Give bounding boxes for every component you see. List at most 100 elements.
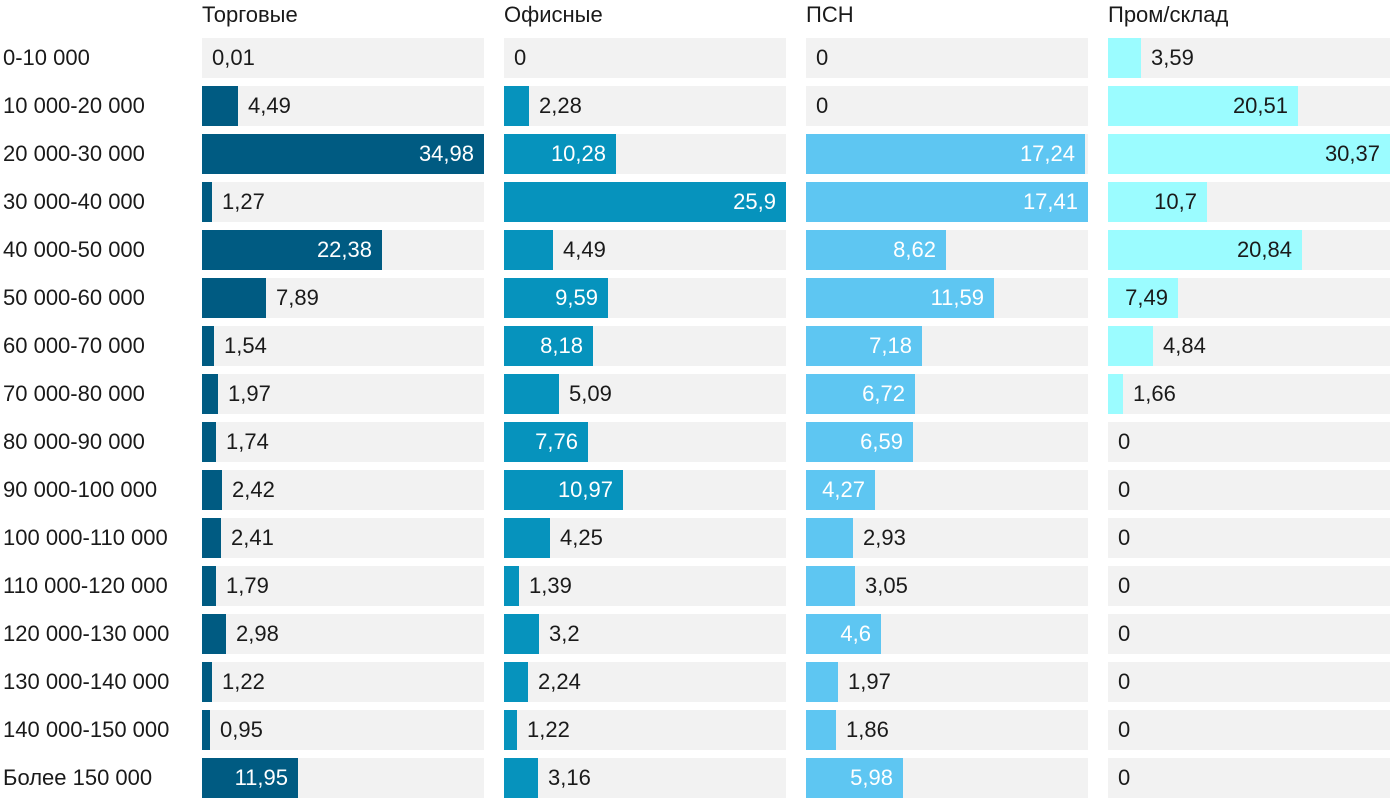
bar-track: 20,51 xyxy=(1108,86,1390,126)
bar xyxy=(504,614,539,654)
bar xyxy=(504,182,786,222)
bar-track: 2,28 xyxy=(504,86,786,126)
data-label: 34,98 xyxy=(418,141,474,166)
data-label: 1,66 xyxy=(1133,381,1176,406)
bar-track: 1,54 xyxy=(202,326,484,366)
column-title: ПСН xyxy=(806,2,854,27)
bar-track: 2,42 xyxy=(202,470,484,510)
bar-track: 2,98 xyxy=(202,614,484,654)
bar xyxy=(806,470,875,510)
data-label: 1,74 xyxy=(226,429,269,454)
data-label: 3,2 xyxy=(549,621,580,646)
data-label: 5,98 xyxy=(850,765,893,790)
bar-track: 3,16 xyxy=(504,758,786,798)
bar xyxy=(202,182,212,222)
data-label: 2,93 xyxy=(863,525,906,550)
bar xyxy=(504,758,538,798)
bar-track: 9,59 xyxy=(504,278,786,318)
bar-track: 1,97 xyxy=(806,662,1088,702)
bar xyxy=(806,662,838,702)
row-label: 60 000-70 000 xyxy=(3,333,145,358)
data-label: 0,95 xyxy=(220,717,263,742)
bar xyxy=(806,374,915,414)
bar-track: 17,24 xyxy=(806,134,1088,174)
bar-track: 3,05 xyxy=(806,566,1088,606)
row-label: 40 000-50 000 xyxy=(3,237,145,262)
bar xyxy=(504,230,553,270)
row-label: 130 000-140 000 xyxy=(3,669,170,694)
data-label: 0 xyxy=(1118,573,1131,598)
bar-track: 10,97 xyxy=(504,470,786,510)
bar xyxy=(504,518,550,558)
bar xyxy=(806,614,881,654)
bar xyxy=(202,758,298,798)
bar xyxy=(202,278,266,318)
data-label: 1,79 xyxy=(226,573,269,598)
data-label: 0,01 xyxy=(212,45,255,70)
bar-track: 4,27 xyxy=(806,470,1088,510)
bar xyxy=(806,422,913,462)
bar-track: 1,22 xyxy=(202,662,484,702)
bar xyxy=(1108,134,1390,174)
bar-track: 0 xyxy=(1108,518,1390,558)
bar-track: 7,89 xyxy=(202,278,484,318)
bar-track: 1,86 xyxy=(806,710,1088,750)
bar-track: 5,09 xyxy=(504,374,786,414)
bar-track: 0 xyxy=(806,38,1088,78)
bar xyxy=(806,518,853,558)
bar-track: 0 xyxy=(806,86,1088,126)
data-label: 0 xyxy=(514,45,527,70)
bar xyxy=(504,710,517,750)
column-title: Офисные xyxy=(504,2,603,27)
row-label: 90 000-100 000 xyxy=(3,477,158,502)
bar-track: 0 xyxy=(1108,758,1390,798)
data-label: 1,39 xyxy=(529,573,572,598)
data-label: 5,09 xyxy=(569,381,612,406)
bar xyxy=(504,422,588,462)
bar-track: 22,38 xyxy=(202,230,484,270)
data-label: 4,49 xyxy=(563,237,606,262)
data-label: 10,97 xyxy=(557,477,613,502)
data-label: 0 xyxy=(1118,621,1131,646)
bar-track: 10,28 xyxy=(504,134,786,174)
bar xyxy=(504,278,608,318)
bar xyxy=(504,326,593,366)
bar xyxy=(1108,86,1298,126)
bar xyxy=(806,710,836,750)
bar-track: 0 xyxy=(1108,614,1390,654)
row-label: 120 000-130 000 xyxy=(3,621,170,646)
bar xyxy=(202,374,218,414)
bar xyxy=(202,566,216,606)
bar-track: 1,27 xyxy=(202,182,484,222)
data-label: 1,54 xyxy=(224,333,267,358)
row-label: 70 000-80 000 xyxy=(3,381,145,406)
bar xyxy=(1108,38,1141,78)
bar xyxy=(1108,374,1123,414)
bar-track: 1,97 xyxy=(202,374,484,414)
bar-track: 3,2 xyxy=(504,614,786,654)
bar-track: 8,18 xyxy=(504,326,786,366)
bar xyxy=(202,518,221,558)
data-label: 4,25 xyxy=(560,525,603,550)
bar-track: 1,79 xyxy=(202,566,484,606)
data-label: 4,27 xyxy=(822,477,865,502)
bar xyxy=(504,662,528,702)
data-label: 22,38 xyxy=(316,237,372,262)
data-label: 1,97 xyxy=(848,669,891,694)
data-label: 0 xyxy=(1118,477,1131,502)
data-label: 2,41 xyxy=(231,525,274,550)
bar-track: 2,24 xyxy=(504,662,786,702)
data-label: 0 xyxy=(1118,765,1131,790)
bar-track: 5,98 xyxy=(806,758,1088,798)
data-label: 10,7 xyxy=(1154,189,1197,214)
data-label: 1,27 xyxy=(222,189,265,214)
bar xyxy=(504,374,559,414)
bar-track: 34,98 xyxy=(202,134,484,174)
data-label: 17,24 xyxy=(1019,141,1075,166)
bar xyxy=(202,422,216,462)
bar-track: 7,18 xyxy=(806,326,1088,366)
data-label: 6,72 xyxy=(862,381,905,406)
data-label: 0 xyxy=(816,93,829,118)
data-label: 7,89 xyxy=(276,285,319,310)
